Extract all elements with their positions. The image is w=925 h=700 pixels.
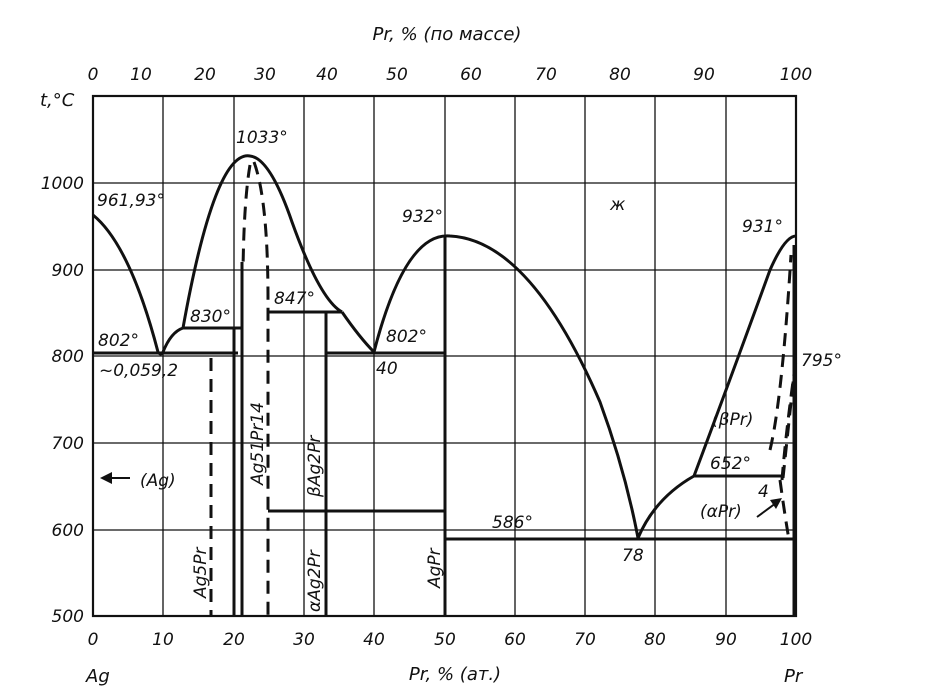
max-932-label: 932° — [402, 207, 443, 227]
y-tick-600: 600 — [52, 521, 84, 541]
bottom-tick-10: 10 — [152, 630, 174, 650]
bottom-tick-100: 100 — [780, 630, 812, 650]
peritectic-830-label: 830° — [190, 307, 231, 327]
bottom-tick-60: 60 — [504, 630, 526, 650]
eutectic2-label: 802° — [386, 327, 427, 347]
beta-pr-label: (βPr) — [712, 410, 753, 430]
ag5pr-label: Ag5Pr — [191, 547, 211, 599]
monotectoid-652-label: 652° — [710, 454, 751, 474]
top-tick-90: 90 — [693, 65, 715, 85]
bottom-tick-30: 30 — [293, 630, 315, 650]
top-axis-title: Pr, % (по массе) — [373, 24, 522, 45]
top-tick-50: 50 — [386, 65, 408, 85]
eutectic2-x-label: 40 — [376, 359, 398, 379]
ag-melting-label: 961,93° — [97, 191, 165, 211]
liquidus-ag5pr-side — [161, 154, 343, 353]
ag-solubility-label: ~0,05 — [99, 361, 151, 381]
liquid-label: ж — [609, 195, 626, 215]
ag51pr14-dashed-left — [241, 164, 252, 271]
top-tick-60: 60 — [460, 65, 482, 85]
top-tick-10: 10 — [130, 65, 152, 85]
bottom-tick-0: 0 — [88, 630, 99, 650]
left-component-label: Ag — [85, 666, 110, 687]
top-tick-100: 100 — [780, 65, 812, 85]
peritectic-847-label: 847° — [274, 289, 315, 309]
right-component-label: Pr — [784, 666, 804, 687]
top-tick-80: 80 — [609, 65, 631, 85]
y-tick-1000: 1000 — [41, 174, 84, 194]
ag-solid-phase-label: (Ag) — [140, 471, 176, 491]
liquidus-eutectic2-left — [340, 311, 376, 354]
y-tick-900: 900 — [52, 261, 84, 281]
alpha-pr-dashed — [780, 359, 798, 481]
top-tick-20: 20 — [194, 65, 216, 85]
top-tick-0: 0 — [88, 65, 99, 85]
top-tick-40: 40 — [316, 65, 338, 85]
bottom-tick-70: 70 — [574, 630, 596, 650]
top-tick-30: 30 — [254, 65, 276, 85]
ag51pr14-dashed-right — [252, 161, 270, 616]
alpha-pr-arrow-head — [770, 498, 782, 509]
liquidus-dome-932 — [372, 234, 640, 539]
eutectic1-x-label: 9,2 — [151, 361, 178, 381]
liquidus-pr-side — [636, 234, 797, 539]
pr-transform-label: 795° — [801, 351, 842, 371]
y-tick-500: 500 — [52, 607, 84, 627]
bottom-tick-50: 50 — [434, 630, 456, 650]
bottom-tick-40: 40 — [363, 630, 385, 650]
eutectic3-x-label: 78 — [622, 546, 644, 566]
beta-ag2pr-label: βAg2Pr — [305, 435, 325, 498]
agpr-label: AgPr — [425, 547, 445, 589]
y-axis-title: t,°C — [40, 90, 75, 111]
eutectoid-586-label: 586° — [492, 513, 533, 533]
y-tick-800: 800 — [52, 347, 84, 367]
bottom-axis-title: Pr, % (ат.) — [409, 664, 501, 685]
beta-pr-dashed — [768, 254, 793, 451]
y-tick-700: 700 — [52, 434, 84, 454]
bottom-tick-90: 90 — [715, 630, 737, 650]
top-tick-70: 70 — [535, 65, 557, 85]
bottom-tick-80: 80 — [644, 630, 666, 650]
eutectic1-label: 802° — [98, 331, 139, 351]
pr-melting-label: 931° — [742, 217, 783, 237]
ag-arrow-head — [100, 472, 112, 484]
alpha-pr-label: (αPr) — [700, 502, 742, 522]
alpha-ag2pr-label: αAg2Pr — [305, 549, 325, 612]
alpha-pr-arrow-shaft — [756, 502, 777, 518]
alpha-pr-boundary — [778, 479, 791, 541]
bottom-tick-20: 20 — [223, 630, 245, 650]
pr-solubility-label: 4 — [758, 482, 769, 502]
ag51pr14-label: Ag51Pr14 — [248, 402, 268, 486]
max-1033-label: 1033° — [236, 128, 288, 148]
